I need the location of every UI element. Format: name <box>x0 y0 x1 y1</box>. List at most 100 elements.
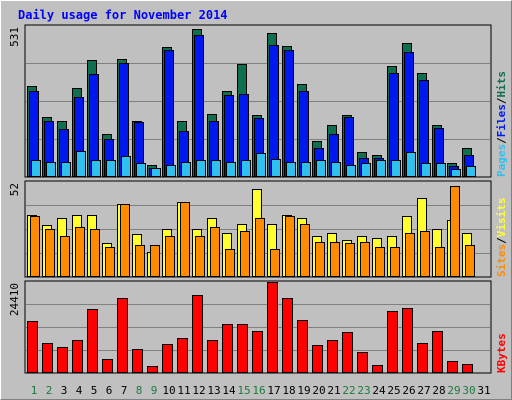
day-label-15: 15 <box>237 384 250 397</box>
day-label-16: 16 <box>252 384 265 397</box>
bar-pages-day-4 <box>76 151 86 177</box>
day-label-27: 27 <box>417 384 430 397</box>
day-label-12: 12 <box>192 384 205 397</box>
day-label-11: 11 <box>177 384 190 397</box>
bar-sites-day-4 <box>75 227 85 277</box>
bar-pages-day-5 <box>91 160 101 177</box>
bar-kbytes-day-27 <box>417 343 428 373</box>
bar-kbytes-day-30 <box>462 364 473 373</box>
panel-hits-files-pages: 531 Pages/Files/Hits <box>8 24 508 178</box>
bar-pages-day-29 <box>451 169 461 177</box>
day-label-5: 5 <box>91 384 98 397</box>
bar-kbytes-day-13 <box>207 340 218 373</box>
legend-separator: / <box>495 137 508 144</box>
y-max-label: 531 <box>8 27 21 47</box>
bar-sites-day-26 <box>405 233 415 277</box>
bar-kbytes-day-28 <box>432 331 443 373</box>
bar-sites-day-1 <box>30 216 40 277</box>
bar-pages-day-2 <box>46 162 56 177</box>
bar-pages-day-16 <box>256 153 266 177</box>
bar-kbytes-day-24 <box>372 365 383 373</box>
bar-pages-day-10 <box>166 165 176 177</box>
bar-pages-day-18 <box>286 162 296 177</box>
day-label-29: 29 <box>447 384 460 397</box>
bar-kbytes-day-1 <box>27 321 38 373</box>
day-label-25: 25 <box>387 384 400 397</box>
bar-sites-day-17 <box>270 249 280 277</box>
bar-sites-day-5 <box>90 229 100 277</box>
bar-kbytes-day-5 <box>87 309 98 373</box>
day-label-2: 2 <box>46 384 53 397</box>
day-label-18: 18 <box>282 384 295 397</box>
bar-sites-day-27 <box>420 231 430 277</box>
bar-pages-day-12 <box>196 160 206 177</box>
bar-sites-day-18 <box>285 216 295 277</box>
day-label-21: 21 <box>327 384 340 397</box>
day-label-4: 4 <box>76 384 83 397</box>
bar-pages-day-11 <box>181 162 191 177</box>
bar-pages-day-1 <box>31 160 41 177</box>
bar-kbytes-day-25 <box>387 311 398 373</box>
bar-kbytes-day-2 <box>42 343 53 373</box>
bar-sites-day-15 <box>240 231 250 277</box>
day-label-31: 31 <box>477 384 490 397</box>
day-label-30: 30 <box>462 384 475 397</box>
bar-sites-day-6 <box>105 247 115 277</box>
bar-sites-day-12 <box>195 236 205 277</box>
day-label-8: 8 <box>136 384 143 397</box>
day-label-7: 7 <box>121 384 128 397</box>
bar-kbytes-day-11 <box>177 338 188 373</box>
bar-pages-day-17 <box>271 159 281 177</box>
bar-files-day-10 <box>164 50 174 177</box>
bar-pages-day-14 <box>226 162 236 177</box>
y-axis-legend: Pages/Files/Hits <box>495 71 508 177</box>
day-label-6: 6 <box>106 384 113 397</box>
bar-pages-day-6 <box>106 160 116 177</box>
bar-sites-day-14 <box>225 249 235 277</box>
legend-kbytes: KBytes <box>495 333 508 373</box>
bar-pages-day-15 <box>241 160 251 177</box>
bar-kbytes-day-10 <box>162 344 173 373</box>
bar-kbytes-day-23 <box>357 352 368 373</box>
bar-sites-day-21 <box>330 242 340 277</box>
bar-pages-day-8 <box>136 163 146 177</box>
day-label-9: 9 <box>151 384 158 397</box>
day-label-17: 17 <box>267 384 280 397</box>
legend-separator: / <box>495 237 508 244</box>
bar-sites-day-23 <box>360 242 370 277</box>
bar-kbytes-day-3 <box>57 347 68 373</box>
bar-sites-day-13 <box>210 227 220 277</box>
bar-sites-day-19 <box>300 224 310 277</box>
bar-sites-day-25 <box>390 247 400 277</box>
panel-visits-sites: 52 Sites/Visits <box>8 180 508 278</box>
bar-files-day-27 <box>419 80 429 177</box>
bar-kbytes-day-6 <box>102 359 113 373</box>
bar-pages-day-7 <box>121 156 131 177</box>
day-label-1: 1 <box>31 384 38 397</box>
day-label-13: 13 <box>207 384 220 397</box>
bar-sites-day-11 <box>180 202 190 277</box>
bar-sites-day-29 <box>450 186 460 277</box>
day-label-22: 22 <box>342 384 355 397</box>
bar-kbytes-day-8 <box>132 349 143 373</box>
chart-title: Daily usage for November 2014 <box>18 8 228 22</box>
bar-pages-day-27 <box>421 163 431 177</box>
bar-kbytes-day-26 <box>402 308 413 373</box>
y-max-label: 52 <box>8 183 21 196</box>
day-label-14: 14 <box>222 384 236 397</box>
bar-pages-day-30 <box>466 166 476 177</box>
day-label-24: 24 <box>372 384 386 397</box>
legend-visits: Visits <box>495 198 508 238</box>
legend-pages: Pages <box>495 144 508 177</box>
bar-pages-day-25 <box>391 160 401 177</box>
bar-sites-day-2 <box>45 229 55 277</box>
bar-sites-day-9 <box>150 245 160 277</box>
bar-kbytes-day-20 <box>312 345 323 373</box>
bar-sites-day-7 <box>120 204 130 277</box>
bar-kbytes-day-16 <box>252 331 263 373</box>
bar-pages-day-9 <box>151 168 161 177</box>
bar-files-day-12 <box>194 35 204 177</box>
bar-kbytes-day-22 <box>342 332 353 373</box>
bar-kbytes-day-14 <box>222 324 233 373</box>
